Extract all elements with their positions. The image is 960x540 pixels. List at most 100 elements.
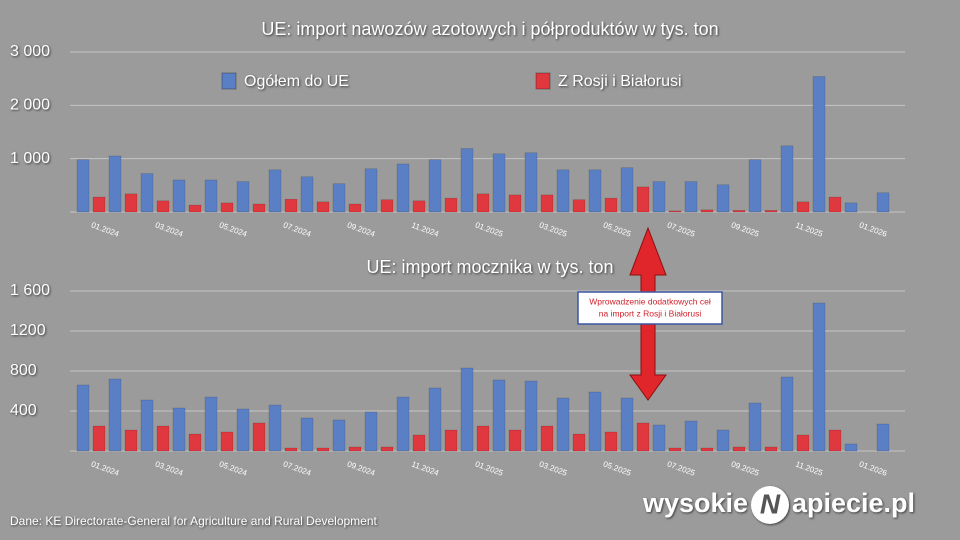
bar	[876, 192, 890, 213]
bar	[300, 417, 314, 452]
bar	[332, 183, 346, 213]
bar	[156, 425, 170, 452]
bar	[300, 176, 314, 213]
bar	[188, 204, 202, 213]
bar	[844, 443, 858, 452]
bar	[492, 153, 506, 213]
bar	[508, 429, 522, 452]
bar	[364, 411, 378, 452]
bar	[204, 396, 218, 452]
logo-right: apiecie.pl	[792, 488, 915, 518]
bar	[636, 422, 650, 452]
bar	[828, 196, 842, 213]
annotation-text: Wprowadzenie dodatkowych ceł	[589, 296, 711, 306]
bar	[412, 200, 426, 213]
bar	[796, 434, 810, 452]
logo-circle	[751, 486, 789, 524]
bar	[780, 376, 794, 452]
bar	[700, 447, 714, 452]
bar	[748, 402, 762, 452]
source: Dane: KE Directorate-General for Agricul…	[10, 514, 378, 528]
bar	[316, 201, 330, 213]
bar	[876, 423, 890, 452]
y-tick-label: 3 000	[10, 43, 50, 60]
legend-label: Ogółem do UE	[244, 73, 349, 90]
bar	[796, 201, 810, 213]
bar	[268, 169, 282, 213]
bar	[92, 425, 106, 452]
bar	[620, 397, 634, 452]
logo: wysokie N apiecie.pl	[642, 486, 915, 524]
annotation-box	[577, 291, 723, 325]
bar	[140, 173, 154, 213]
bar	[348, 446, 362, 452]
bar	[460, 367, 474, 452]
bar	[284, 447, 298, 452]
bar	[524, 380, 538, 452]
bar	[252, 422, 266, 452]
bar	[572, 433, 586, 452]
bar	[108, 378, 122, 452]
bar	[364, 168, 378, 213]
bar	[764, 210, 778, 213]
bar	[380, 446, 394, 452]
bar	[540, 194, 554, 213]
bar	[604, 197, 618, 213]
bar	[332, 419, 346, 452]
bar	[588, 169, 602, 213]
bar	[124, 193, 138, 213]
bar	[700, 209, 714, 213]
bar	[172, 407, 186, 452]
bar	[380, 199, 394, 213]
y-tick-label: 2 000	[10, 97, 50, 114]
bar	[444, 429, 458, 452]
chart-title: UE: import nawozów azotowych i półproduk…	[261, 19, 718, 39]
bar	[652, 181, 666, 213]
bar	[140, 399, 154, 452]
y-tick-label: 1 000	[10, 150, 50, 167]
bar	[412, 434, 426, 452]
bar	[668, 210, 682, 213]
bar	[316, 447, 330, 452]
bar	[172, 179, 186, 213]
y-tick-label: 400	[10, 402, 37, 419]
bar	[476, 425, 490, 452]
bar	[76, 159, 90, 213]
bar	[540, 425, 554, 452]
bar	[396, 163, 410, 213]
bar	[220, 431, 234, 452]
bar	[780, 145, 794, 213]
bar	[220, 202, 234, 213]
bar	[476, 193, 490, 213]
bar	[428, 387, 442, 452]
y-tick-label: 1200	[10, 322, 46, 339]
bar	[124, 429, 138, 452]
bar	[236, 181, 250, 213]
bar	[428, 159, 442, 213]
chart-title: UE: import mocznika w tys. ton	[366, 257, 613, 277]
annotation-text: na import z Rosji i Białorusi	[599, 308, 702, 318]
bar	[460, 148, 474, 213]
bar	[732, 210, 746, 213]
bar	[492, 379, 506, 452]
logo-mark: N	[760, 488, 781, 519]
legend-label: Z Rosji i Białorusi	[558, 73, 682, 90]
bar	[652, 424, 666, 452]
legend-swatch	[535, 72, 551, 90]
bar	[252, 203, 266, 213]
bar	[812, 302, 826, 452]
bar	[828, 429, 842, 452]
bar	[636, 186, 650, 213]
bar	[668, 447, 682, 452]
bar	[620, 167, 634, 213]
logo-left: wysokie	[642, 488, 748, 518]
bar	[236, 408, 250, 452]
bar	[716, 429, 730, 452]
bar	[204, 179, 218, 213]
bar	[268, 404, 282, 452]
bar	[748, 159, 762, 213]
bar	[556, 397, 570, 452]
bar	[604, 431, 618, 452]
bar	[188, 433, 202, 452]
bar	[156, 200, 170, 213]
